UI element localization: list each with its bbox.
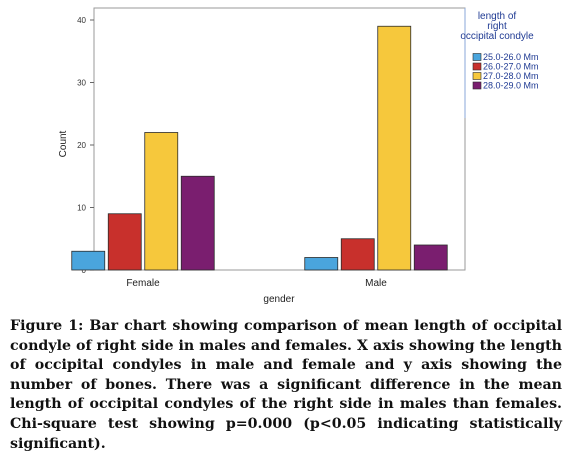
bar — [304, 257, 339, 271]
y-tick-label: 40 — [77, 16, 86, 25]
bar-chart: 0 10 20 30 40 Female Male gender Count length ofr… — [58, 7, 539, 305]
y-axis-label: Count — [58, 130, 69, 157]
bar — [144, 132, 179, 271]
bar — [377, 25, 412, 271]
legend-title-line: right — [487, 21, 507, 32]
bar — [107, 213, 142, 271]
y-tick-label: 20 — [77, 141, 86, 150]
y-tick-label: 30 — [77, 79, 86, 88]
legend-title-line: occipital condyle — [460, 31, 534, 42]
legend-label: 26.0-27.0 Mm — [483, 62, 539, 72]
y-tick-label: 10 — [77, 204, 86, 213]
legend-swatch — [472, 81, 482, 90]
bar — [340, 238, 375, 271]
legend-swatch — [472, 53, 482, 61]
legend-label: 27.0-28.0 Mm — [483, 71, 539, 81]
legend-label: 28.0-29.0 Mm — [483, 81, 539, 91]
x-axis-label: gender — [263, 294, 295, 305]
legend-swatch — [472, 62, 482, 71]
bar — [71, 250, 106, 271]
legend-swatch — [472, 72, 482, 80]
figure-caption: Figure 1: Bar chart showing comparison o… — [10, 318, 562, 452]
legend-label: 25.0-26.0 Mm — [483, 52, 539, 62]
x-tick-label: Female — [126, 278, 160, 289]
chart-area: 0 10 20 30 40 Female Male gender Count length of r… — [58, 7, 539, 305]
bar — [180, 175, 215, 271]
x-tick-label: Male — [365, 278, 387, 289]
legend-title-line: length of — [478, 11, 517, 22]
y-tick-label: 0 — [82, 266, 87, 275]
bar — [413, 244, 448, 271]
